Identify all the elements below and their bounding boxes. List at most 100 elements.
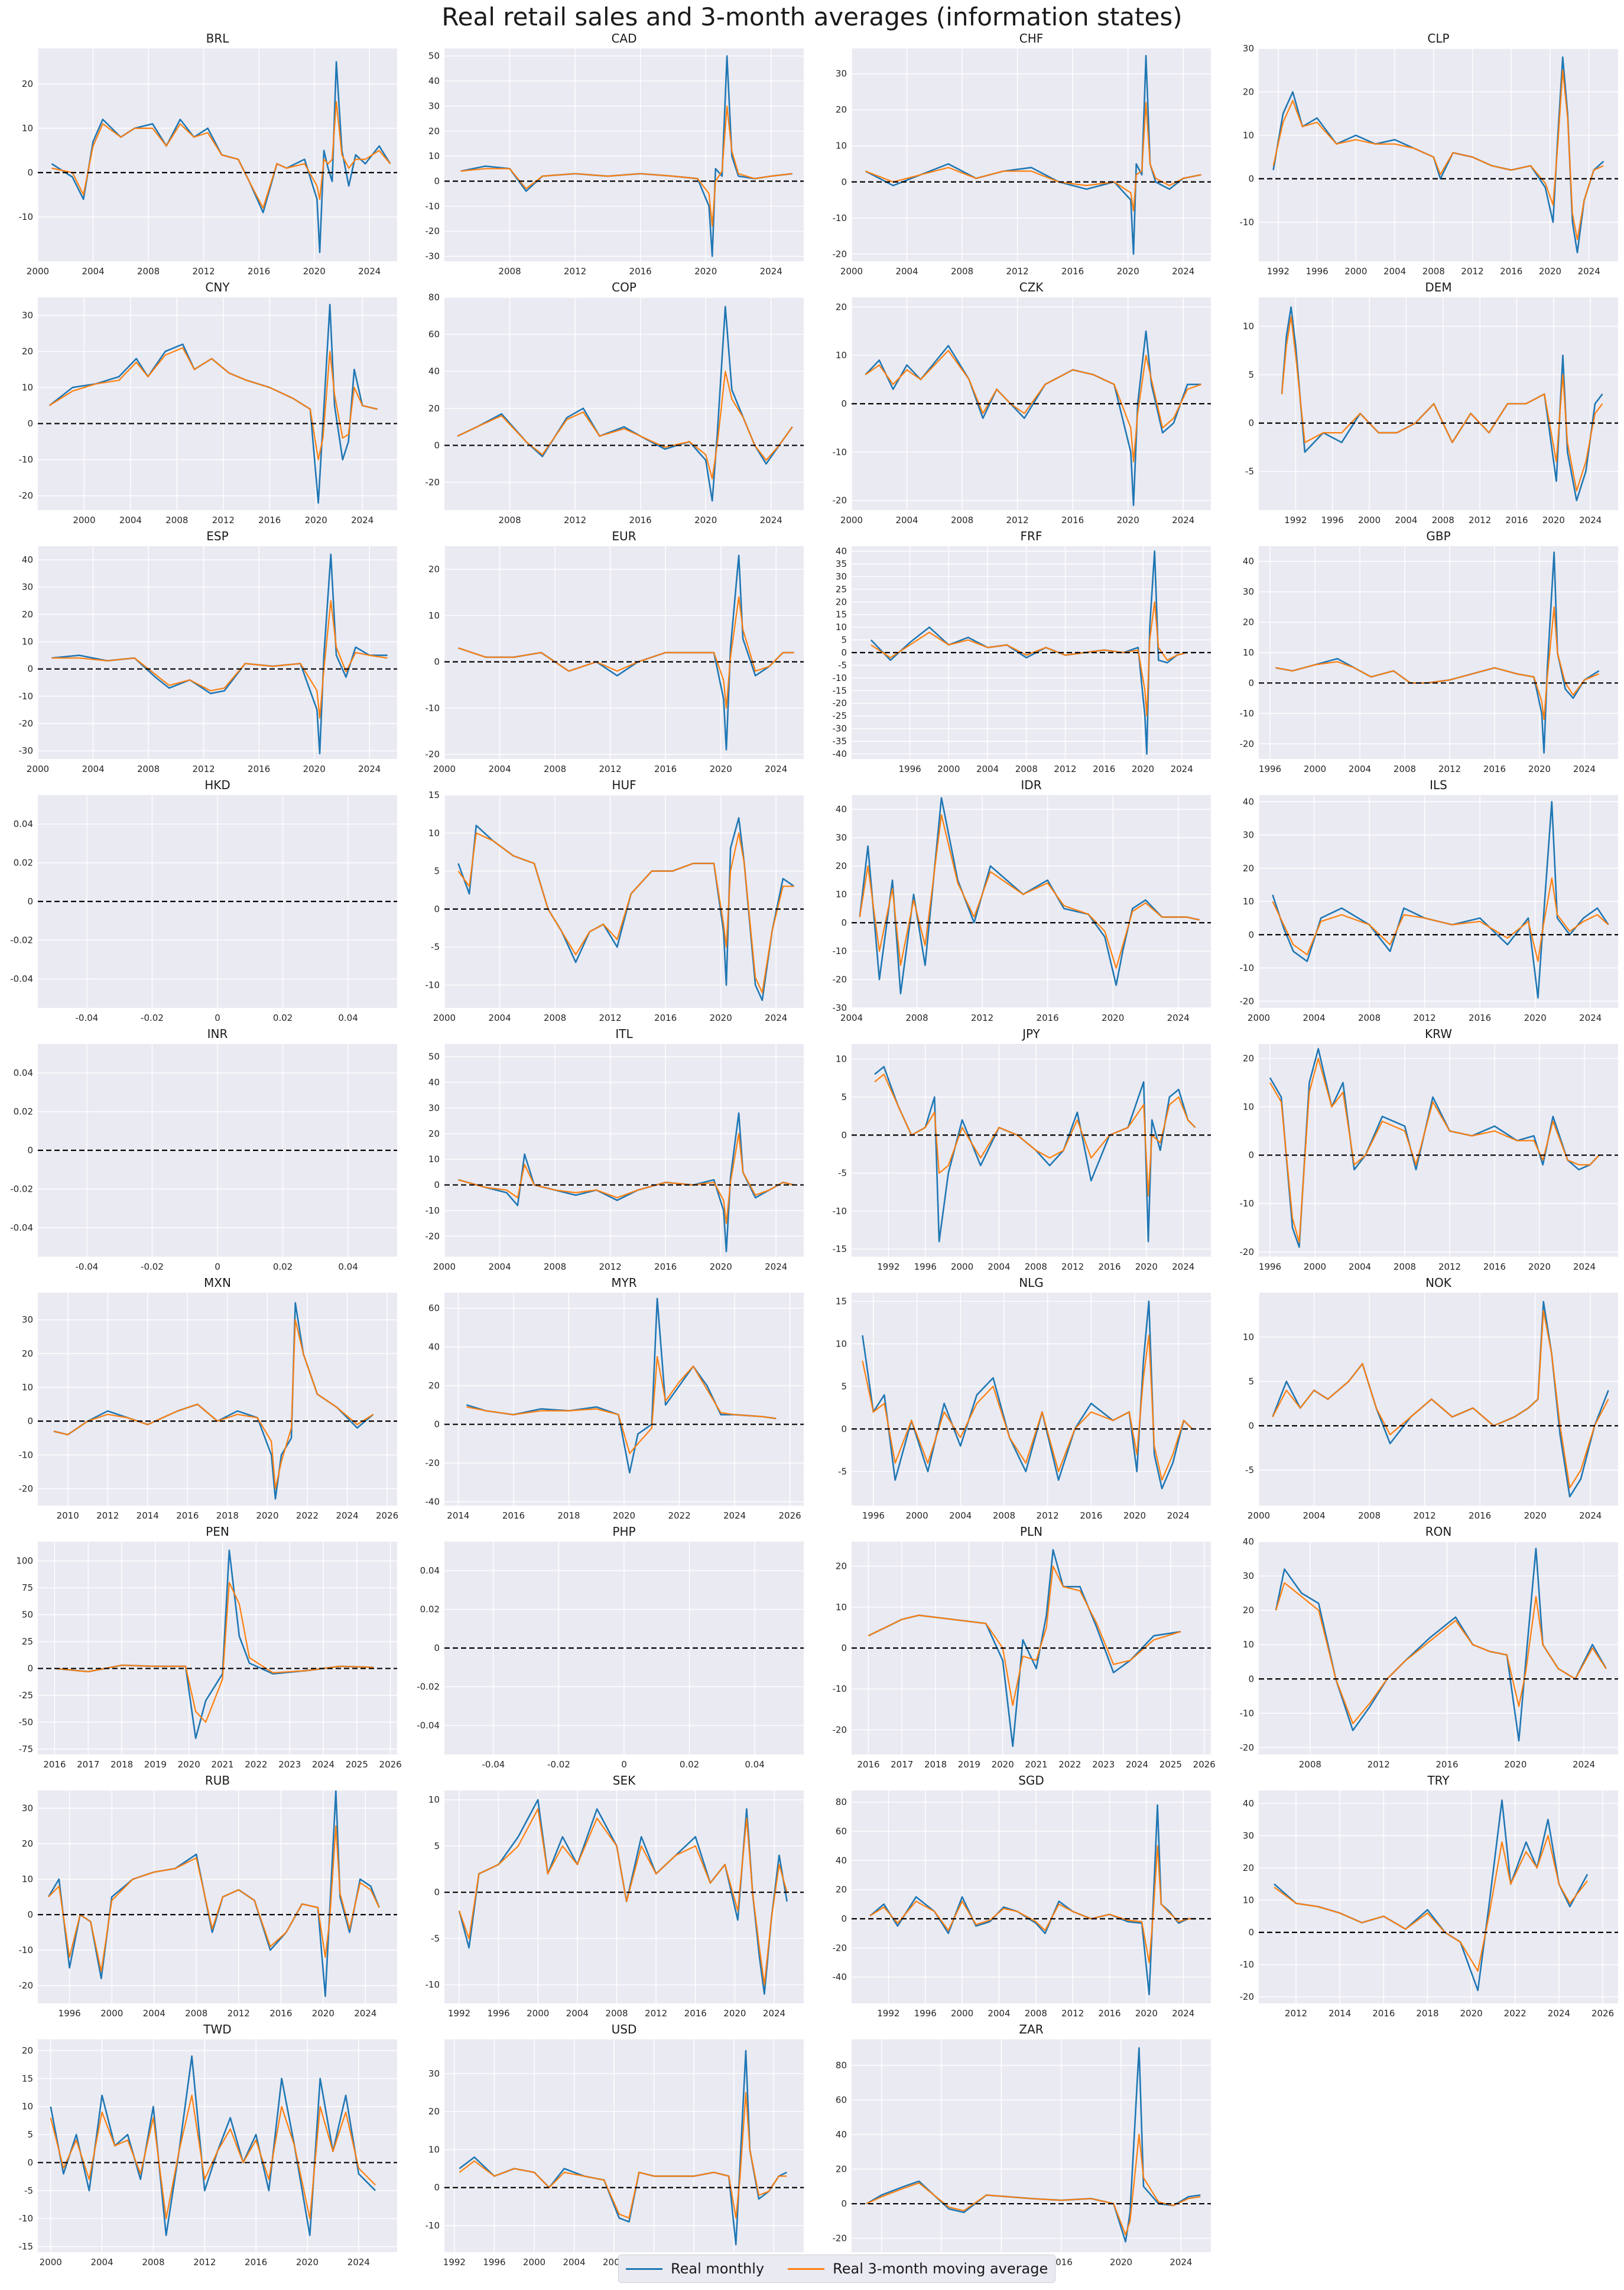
y-tick-label: -5	[1245, 466, 1254, 477]
x-tick-label: 1996	[1306, 266, 1329, 277]
x-tick-label: 2008	[498, 266, 521, 277]
x-tick-label: 2000	[433, 764, 456, 774]
y-tick-label: 15	[22, 2073, 33, 2084]
x-tick-label: 1996	[1321, 515, 1344, 526]
y-tick-label: 40	[836, 804, 847, 815]
y-tick-label: 0	[841, 1643, 847, 1653]
series-real-monthly	[460, 55, 792, 257]
x-tick-label: 2000	[1248, 1510, 1270, 1521]
y-tick-label: -5	[431, 1933, 440, 1944]
y-tick-label: 0	[27, 1909, 33, 1920]
y-tick-label: -20	[426, 1231, 440, 1241]
plot-area	[852, 1293, 1211, 1506]
x-tick-label: 2018	[557, 1510, 580, 1521]
series-real-monthly	[48, 303, 378, 504]
x-tick-label: 2010	[57, 1510, 79, 1521]
y-tick-label: 0	[841, 177, 847, 187]
y-tick-label: 0	[1248, 173, 1254, 184]
x-tick-label: 2008	[185, 2008, 207, 2019]
x-tick-label: 2004	[976, 764, 999, 774]
y-tick-label: 10	[428, 1795, 440, 1805]
y-tick-label: 30	[836, 571, 847, 582]
x-tick-label: 2000	[951, 1261, 973, 1272]
x-tick-label: 2016	[1093, 764, 1115, 774]
x-tick-label: 2016	[1469, 1510, 1491, 1521]
x-tick-label: 2025	[346, 1759, 368, 1770]
plot-area	[1259, 48, 1618, 261]
x-tick-label: 2016	[1469, 1013, 1491, 1023]
x-tick-label: 2008	[544, 1261, 566, 1272]
x-tick-label: 2020	[1524, 1013, 1547, 1023]
panel-title: INR	[207, 1027, 228, 1041]
x-tick-label: 2022	[1058, 1759, 1081, 1770]
y-tick-label: 20	[836, 2164, 847, 2175]
x-tick-label: 2004	[90, 2257, 113, 2268]
x-tick-label: 2000	[951, 2008, 973, 2019]
x-tick-label: 2020	[1524, 1510, 1547, 1521]
series-real-monthly	[50, 2055, 376, 2236]
y-tick-label: 50	[22, 1610, 33, 1620]
x-tick-label: -0.04	[482, 1759, 505, 1770]
y-tick-label: -50	[19, 1717, 34, 1727]
x-tick-label: 2004	[988, 2008, 1010, 2019]
x-tick-label: 2020	[1102, 1013, 1124, 1023]
y-tick-label: -20	[833, 495, 847, 506]
y-tick-label: 10	[428, 151, 440, 161]
y-tick-label: -10	[1240, 963, 1255, 974]
series-real-monthly	[859, 797, 1200, 995]
x-tick-label: 2020	[1542, 515, 1565, 526]
x-tick-label: 0.04	[338, 1261, 358, 1272]
y-tick-label: -40	[833, 1972, 847, 1983]
plot-area	[852, 1542, 1211, 1754]
x-tick-label: 2008	[137, 764, 160, 774]
y-tick-label: 20	[836, 1884, 847, 1895]
x-tick-label: 2024	[1170, 2257, 1192, 2268]
x-tick-label: 2024	[1167, 1013, 1190, 1023]
x-tick-label: 2004	[119, 515, 142, 526]
x-tick-label: 2000	[523, 2257, 545, 2268]
x-tick-label: 2004	[566, 2008, 589, 2019]
x-tick-label: 2012	[564, 266, 586, 277]
y-tick-label: -10	[19, 455, 34, 465]
panel-title: RUB	[205, 1773, 230, 1788]
plot-area	[38, 297, 397, 510]
plot-area	[1259, 546, 1618, 759]
legend-swatch-real-monthly	[626, 2268, 662, 2270]
panel-title: HKD	[204, 778, 230, 792]
y-tick-label: 40	[428, 366, 440, 377]
x-tick-label: 2004	[1303, 1013, 1325, 1023]
y-tick-label: 0	[434, 2182, 440, 2193]
y-tick-label: 10	[1243, 647, 1254, 658]
series-real-monthly	[54, 1549, 374, 1739]
y-tick-label: 50	[428, 51, 440, 61]
series-real-monthly	[1269, 1047, 1600, 1248]
y-tick-label: 0	[434, 440, 440, 450]
y-tick-label: -15	[833, 1244, 847, 1254]
x-tick-label: -0.04	[76, 1013, 99, 1023]
y-tick-label: 0.04	[420, 1565, 440, 1576]
x-tick-label: 2016	[269, 2008, 292, 2019]
series-real-3-month-moving-average	[51, 600, 388, 719]
x-tick-label: 2012	[1438, 1261, 1461, 1272]
y-tick-label: -10	[426, 703, 440, 713]
y-tick-label: 0.04	[14, 1068, 33, 1078]
x-tick-label: 2020	[1132, 764, 1154, 774]
y-tick-label: 20	[1243, 1863, 1254, 1873]
y-tick-label: 15	[836, 609, 847, 620]
y-tick-label: 10	[836, 1054, 847, 1065]
x-tick-label: 2004	[895, 515, 918, 526]
series-real-3-month-moving-average	[868, 1565, 1181, 1706]
plot-area	[38, 2039, 397, 2252]
x-tick-label: 2020	[1135, 2008, 1158, 2019]
y-tick-label: 80	[428, 292, 440, 303]
x-tick-label: 2008	[1394, 764, 1416, 774]
y-tick-label: 10	[1243, 1895, 1254, 1905]
